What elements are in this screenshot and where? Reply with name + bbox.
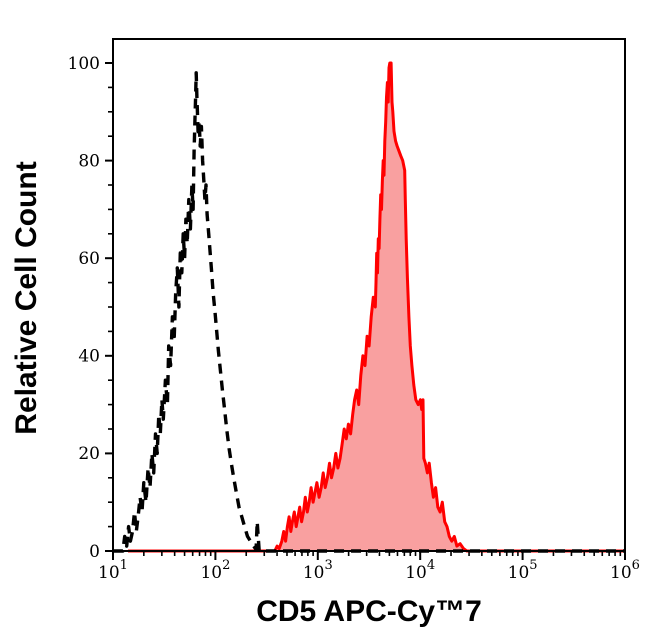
y-tick-label: 40 (78, 347, 100, 367)
y-tick-label: 0 (89, 542, 100, 562)
series-curve-unstained-control (113, 71, 625, 553)
x-tick-label: 104 (405, 558, 435, 583)
y-tick-label: 20 (78, 444, 100, 464)
y-tick-label: 100 (68, 54, 100, 74)
series-curve-cd5-apc-cy7-stained (128, 61, 625, 553)
x-tick-label: 102 (200, 558, 230, 583)
y-tick-label: 60 (78, 249, 100, 269)
y-axis-title: Relative Cell Count (10, 161, 43, 435)
x-tick-label: 106 (610, 558, 640, 583)
x-tick-label: 103 (303, 558, 333, 583)
x-tick-label: 101 (98, 558, 128, 583)
plot-frame (112, 38, 626, 552)
y-tick-label: 80 (78, 151, 100, 171)
x-axis-title: CD5 APC-Cy™7 (256, 595, 482, 628)
x-tick-label: 105 (508, 558, 538, 583)
